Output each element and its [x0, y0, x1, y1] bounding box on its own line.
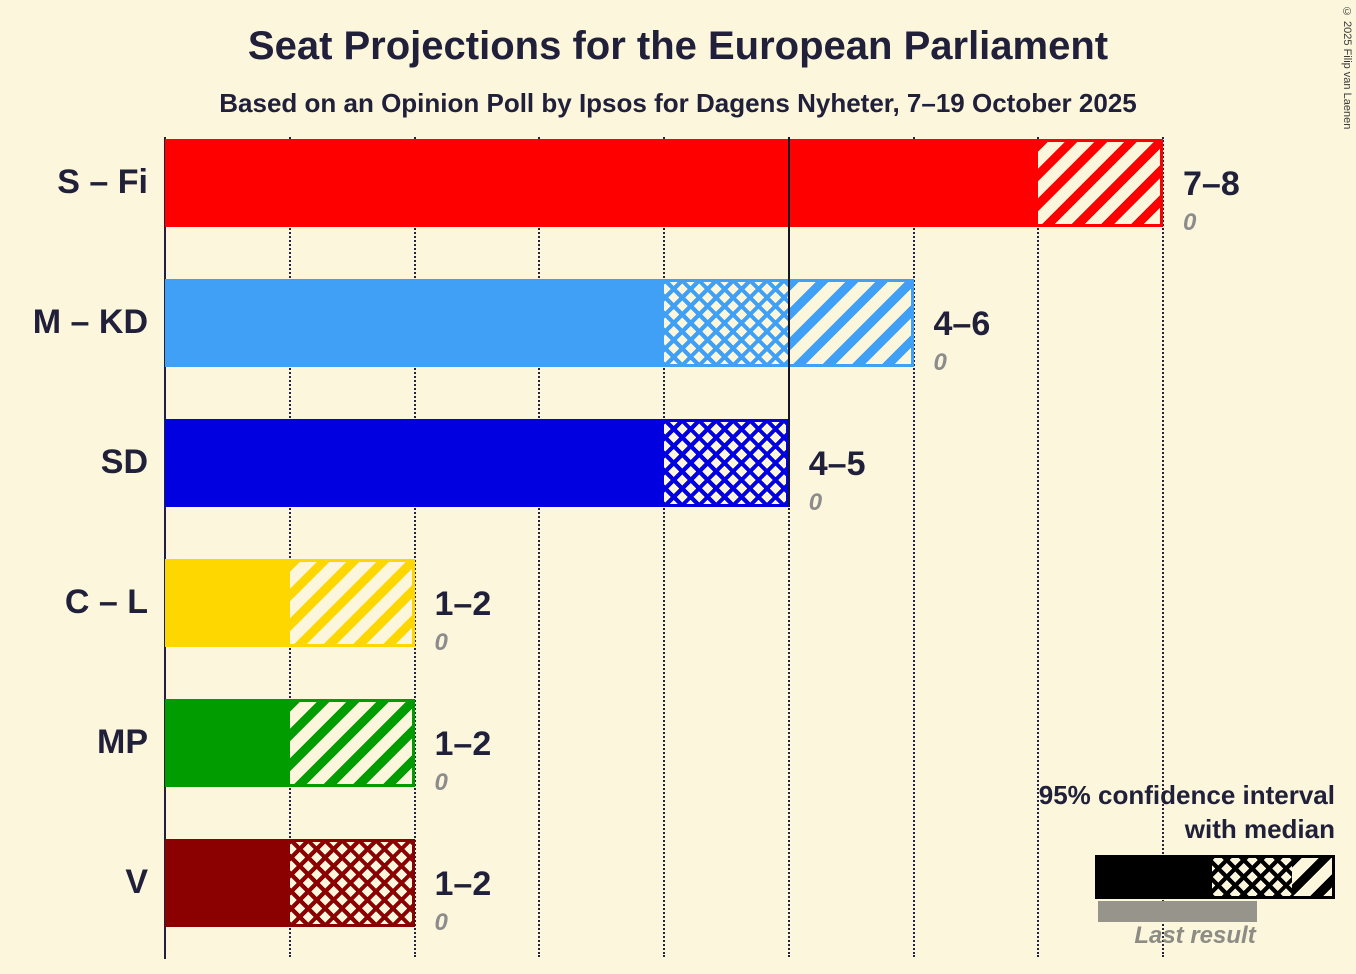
party-label: C – L — [64, 583, 148, 621]
gridline-seat-4 — [663, 137, 665, 957]
last-result-value: 0 — [933, 349, 947, 376]
solid-gridline — [787, 137, 790, 507]
legend-diagonal-segment — [1292, 855, 1335, 899]
legend-ci-sample-bar — [1095, 855, 1335, 899]
projection-bar — [165, 699, 415, 787]
confidence-interval-label: 1–2 — [434, 725, 492, 763]
legend-last-result-label: Last result — [1134, 922, 1256, 949]
legend-crosshatch-segment — [1212, 855, 1292, 899]
party-label: S – Fi — [57, 163, 148, 201]
y-axis-line — [164, 137, 166, 959]
gridline-seat-8 — [1162, 137, 1164, 957]
chart-subtitle: Based on an Opinion Poll by Ipsos for Da… — [219, 88, 1137, 118]
party-label: MP — [97, 723, 148, 761]
bar-solid-segment — [165, 699, 290, 787]
bar-diagonal-segment — [1038, 139, 1163, 227]
bar-diagonal-segment — [289, 699, 415, 787]
legend-ci-line2: with median — [1184, 814, 1335, 844]
gridline-seat-7 — [1037, 137, 1040, 957]
bar-diagonal-segment — [788, 279, 914, 367]
bar-crosshatch-segment — [664, 279, 789, 367]
party-label: M – KD — [32, 303, 148, 341]
bar-solid-segment — [165, 139, 1039, 227]
last-result-value: 0 — [808, 489, 823, 516]
confidence-interval-label: 1–2 — [434, 585, 492, 623]
party-label: V — [125, 863, 148, 901]
bar-solid-segment — [165, 279, 664, 367]
projection-bar — [165, 139, 1163, 227]
gridline-seat-1 — [288, 137, 291, 957]
confidence-interval-label: 7–8 — [1183, 165, 1240, 203]
projection-bar — [165, 419, 789, 507]
bar-solid-segment — [165, 839, 290, 927]
legend-solid-segment — [1095, 855, 1212, 899]
confidence-interval-label: 4–5 — [808, 445, 866, 483]
projection-bar — [165, 559, 415, 647]
confidence-interval-label: 1–2 — [434, 865, 492, 903]
last-result-value: 0 — [434, 909, 448, 936]
confidence-interval-label: 4–6 — [933, 305, 991, 343]
bar-solid-segment — [165, 559, 290, 647]
bar-crosshatch-segment — [289, 839, 415, 927]
last-result-value: 0 — [434, 769, 448, 796]
legend-last-result-sample — [1098, 901, 1257, 922]
copyright-notice: © 2025 Filip van Laenen — [1341, 6, 1353, 130]
chart-title: Seat Projections for the European Parlia… — [247, 24, 1109, 68]
party-label: SD — [100, 443, 148, 481]
last-result-value: 0 — [1183, 209, 1197, 236]
last-result-value: 0 — [434, 629, 448, 656]
gridline-seat-3 — [538, 137, 541, 957]
legend-ci-line1: 95% confidence interval — [1038, 780, 1335, 810]
bar-diagonal-segment — [289, 559, 415, 647]
bar-solid-segment — [165, 419, 664, 507]
gridline-seat-5 — [787, 137, 790, 957]
projection-bar — [165, 839, 415, 927]
projection-bar — [165, 279, 914, 367]
gridline-seat-2 — [413, 137, 416, 957]
gridline-seat-6 — [912, 137, 915, 957]
bar-crosshatch-segment — [664, 419, 789, 507]
